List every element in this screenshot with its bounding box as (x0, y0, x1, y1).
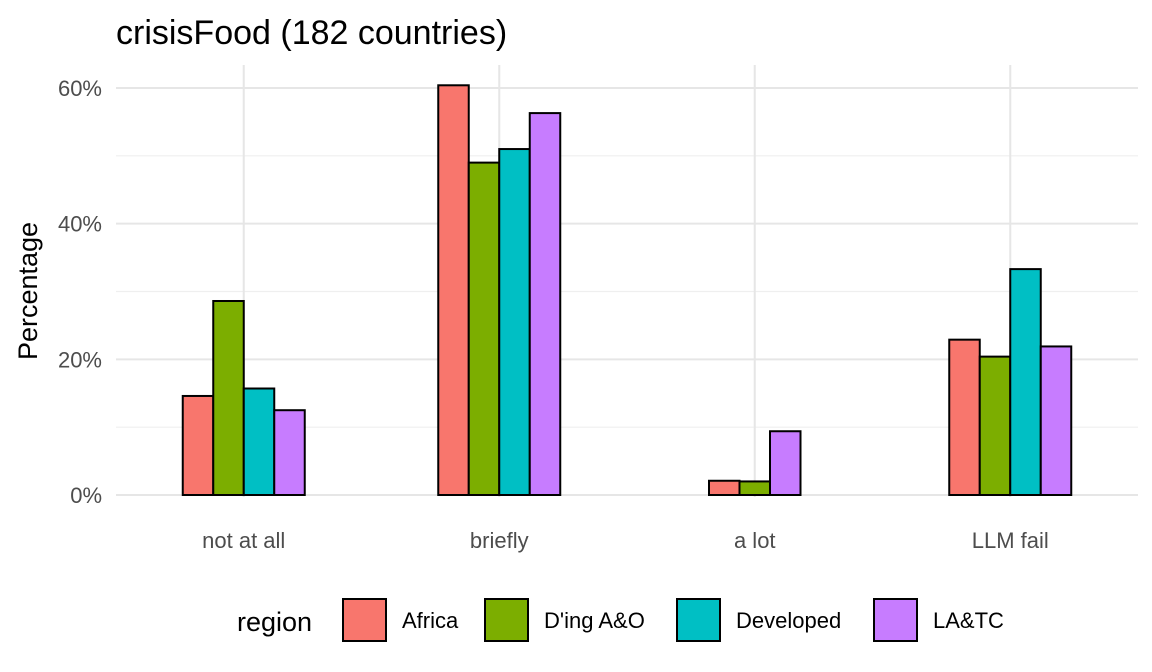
legend-key (342, 598, 387, 642)
x-tick-label: briefly (470, 528, 529, 553)
y-tick-label: 60% (58, 76, 102, 101)
y-tick-label: 20% (58, 347, 102, 372)
legend-title: region (237, 607, 312, 637)
bar (498, 148, 531, 497)
y-axis-title: Percentage (13, 222, 43, 360)
bars (181, 84, 1073, 497)
x-tick-label: not at all (202, 528, 285, 553)
y-tick-label: 0% (70, 483, 102, 508)
bar (242, 387, 276, 497)
legend: region Africa D'ing A&O Developed LA&TC (237, 598, 1004, 642)
bar (1039, 345, 1073, 496)
bar (181, 394, 215, 497)
legend-key (676, 598, 721, 642)
bar (769, 430, 802, 496)
bar (708, 479, 741, 497)
y-tick-label: 40% (58, 212, 102, 237)
bar (948, 338, 981, 496)
y-tick-labels: 0% 20% 40% 60% (58, 76, 102, 508)
bar (528, 112, 562, 497)
legend-key (484, 598, 529, 642)
bar (212, 299, 245, 496)
legend-label: Africa (402, 608, 459, 633)
bar (978, 355, 1012, 496)
bar (467, 161, 501, 496)
bar (273, 409, 306, 497)
bar (437, 84, 470, 497)
x-tick-label: a lot (734, 528, 776, 553)
chart-title: crisisFood (182 countries) (116, 14, 507, 52)
bar (1009, 268, 1042, 496)
x-tick-labels: not at all briefly a lot LLM fail (202, 528, 1049, 553)
bar (738, 480, 771, 496)
legend-key (873, 598, 918, 642)
legend-label: LA&TC (933, 608, 1004, 633)
x-tick-label: LLM fail (972, 528, 1049, 553)
legend-label: Developed (736, 608, 841, 633)
legend-label: D'ing A&O (544, 608, 645, 633)
